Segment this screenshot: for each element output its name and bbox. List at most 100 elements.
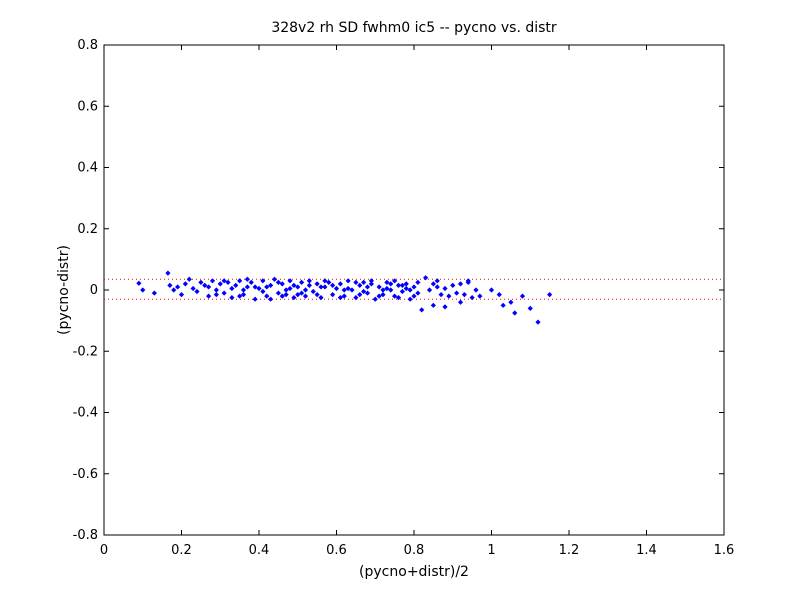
data-point [330,291,336,298]
data-point [415,279,421,285]
data-point [488,287,495,293]
data-point [399,288,405,295]
data-point [357,282,363,289]
y-tick-label: 0.6 [77,99,98,114]
data-point [252,284,258,290]
data-point [388,281,394,287]
data-point [190,285,196,292]
data-point [403,281,409,287]
data-point [217,281,223,287]
y-tick-label: 0 [90,283,98,298]
data-point [450,282,456,289]
x-tick-label: 1.6 [714,543,735,558]
data-point [237,293,243,299]
x-tick-label: 0.8 [404,543,425,558]
data-point [229,285,235,292]
data-point [454,290,460,296]
data-point [461,291,467,298]
data-point [496,291,502,298]
data-point [318,284,324,290]
x-tick-label: 1.4 [636,543,657,558]
data-point [279,293,285,299]
data-point [268,282,274,289]
data-point [306,278,312,284]
data-point [287,285,293,292]
data-point [326,279,332,285]
data-point [353,295,359,301]
data-point [500,302,506,308]
data-point [442,285,448,292]
data-point [299,279,305,285]
y-tick-label: -0.8 [73,528,98,543]
data-point [330,282,336,289]
y-tick-label: -0.2 [73,344,98,359]
data-point [430,281,436,287]
data-point [372,296,378,302]
data-point [167,282,173,289]
x-tick-label: 1 [487,543,495,558]
y-tick-label: 0.4 [77,161,98,176]
data-point [361,288,367,295]
data-point [364,290,371,296]
data-point [213,291,219,298]
data-point [268,296,274,302]
scatter-points [136,270,553,325]
data-point [341,287,347,293]
reference-lines [104,278,724,300]
data-point [407,287,413,293]
data-point [221,278,227,284]
data-point [527,305,533,311]
y-tick-label: -0.6 [73,467,98,482]
data-point [229,295,235,301]
data-point [213,287,219,293]
data-point [399,282,405,289]
data-point [171,287,177,293]
data-point [434,284,440,290]
data-point [248,279,254,285]
data-point [140,287,146,293]
data-point [465,278,471,284]
data-point [364,284,371,290]
data-point [395,295,402,301]
data-point [457,281,464,287]
data-point [438,291,444,298]
data-point [260,288,266,295]
data-point [175,284,181,290]
data-point [271,276,278,282]
data-point [415,290,421,296]
data-point [376,293,382,299]
data-point [252,296,258,302]
data-point [221,290,227,296]
data-point [299,290,305,296]
data-point [535,319,541,325]
data-point [403,285,409,292]
data-point [395,282,402,289]
data-point [206,293,212,299]
data-point [442,304,448,310]
data-point [457,299,464,305]
x-tick-label: 0.4 [249,543,270,558]
data-point [256,285,262,292]
data-point [264,293,270,299]
x-axis-label: (pycno+distr)/2 [359,564,469,580]
data-point [430,302,436,308]
y-tick-label: -0.4 [73,406,98,421]
data-point [291,282,297,289]
data-point [380,287,386,293]
data-point [240,287,247,293]
data-point [302,287,309,293]
data-point [244,276,250,282]
data-point [392,278,398,284]
data-point [279,281,285,287]
data-point [423,275,429,281]
data-point [380,291,386,298]
data-point [306,282,312,289]
data-point [411,284,417,290]
data-point [337,281,343,287]
data-point [376,284,382,290]
chart-title: 328v2 rh SD fwhm0 ic5 -- pycno vs. distr [271,20,557,36]
data-point [283,287,289,293]
data-point [295,291,301,298]
data-point [240,291,247,298]
